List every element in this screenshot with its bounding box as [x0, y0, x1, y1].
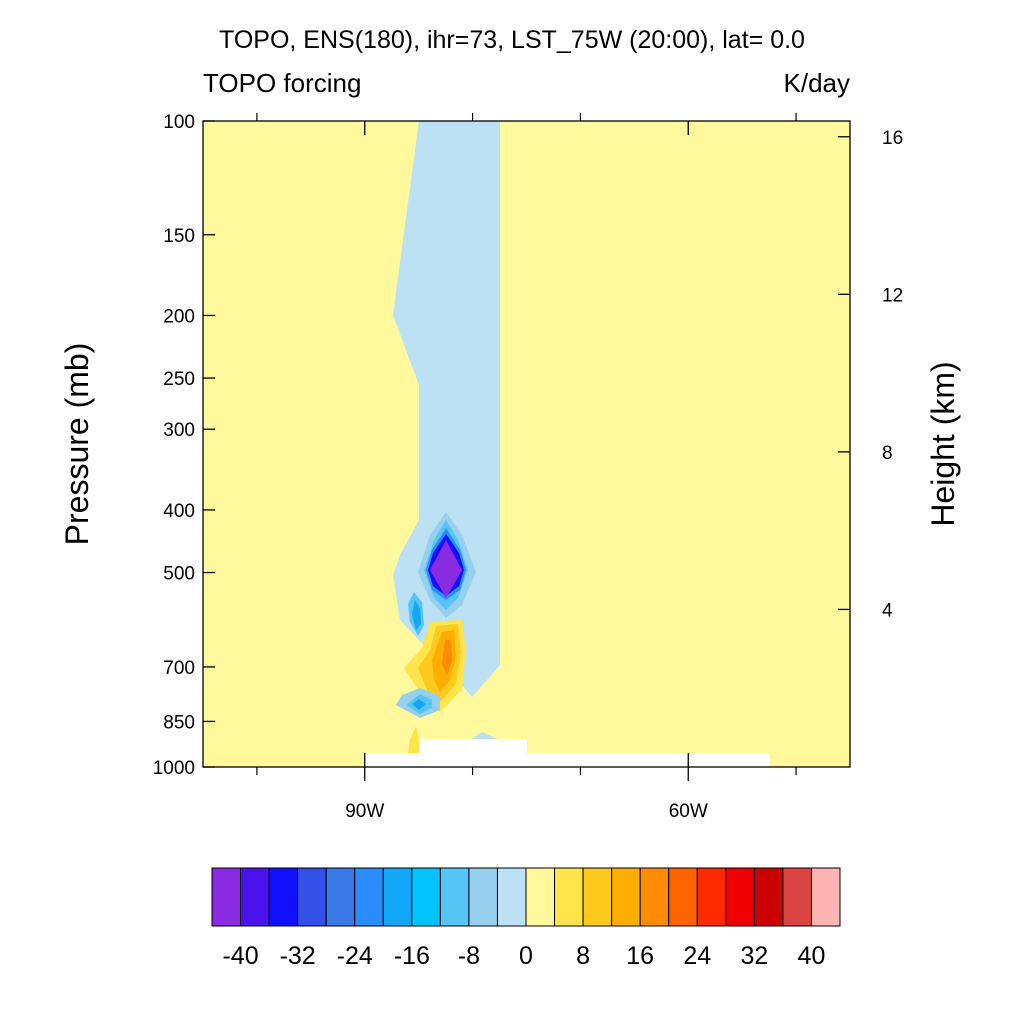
y-tick-label-850: 850 [163, 712, 195, 733]
height-tick-label-8: 8 [882, 443, 893, 464]
colorbar-swatch [496, 867, 527, 927]
colorbar-label-8: 8 [576, 942, 590, 970]
x-tick-label-60W: 60W [669, 801, 708, 822]
y-axis-label: Pressure (mb) [59, 343, 95, 546]
plot-frame [202, 120, 851, 768]
missing-topography [365, 739, 770, 767]
right-subtitle: K/day [784, 68, 851, 98]
y-tick-label-200: 200 [163, 306, 195, 327]
y-tick-label-100: 100 [163, 112, 195, 133]
colorbar-swatch [696, 867, 727, 927]
height-tick-label-4: 4 [882, 600, 893, 621]
colorbar-swatch [753, 867, 784, 927]
plot-background [203, 121, 850, 767]
colorbar: -40 -32 -24 -16 -8 0 8 16 24 32 40 [211, 867, 841, 970]
x-tick-label-90W: 90W [345, 801, 384, 822]
colorbar-label-32: 32 [740, 942, 768, 970]
colorbar-swatch [782, 867, 812, 927]
chart-title: TOPO, ENS(180), ihr=73, LST_75W (20:00),… [219, 26, 805, 54]
colorbar-label-0: 0 [519, 942, 533, 970]
colorbar-label--16: -16 [394, 942, 430, 970]
colorbar-swatch [525, 867, 556, 927]
colorbar-swatch [211, 867, 242, 927]
colorbar-swatch [668, 867, 698, 927]
y-tick-label-250: 250 [163, 369, 195, 390]
colorbar-swatch [354, 867, 384, 927]
colorbar-swatch [611, 867, 641, 927]
colorbar-swatch [297, 867, 327, 927]
colorbar-swatch [468, 867, 498, 927]
colorbar-label-16: 16 [626, 942, 654, 970]
colorbar-label--40: -40 [222, 942, 258, 970]
colorbar-swatch [639, 867, 670, 927]
contour-surface-warm [408, 726, 419, 753]
colorbar-swatch [240, 867, 270, 927]
colorbar-swatch [268, 867, 299, 927]
y-tick-label-500: 500 [163, 564, 195, 585]
colorbar-swatch [382, 867, 413, 927]
contour-small-cell-core [412, 699, 426, 710]
colorbar-swatch [582, 867, 613, 927]
contour-cold-core [430, 540, 462, 598]
y-tick-label-400: 400 [163, 501, 195, 522]
colorbar-swatch [725, 867, 755, 927]
colorbar-label--24: -24 [337, 942, 373, 970]
y-tick-label-300: 300 [163, 420, 195, 441]
colorbar-swatch [411, 867, 441, 927]
colorbar-label--32: -32 [280, 942, 316, 970]
colorbar-swatch [554, 867, 584, 927]
height-tick-label-12: 12 [882, 285, 903, 306]
colorbar-label-40: 40 [798, 942, 826, 970]
contour-negative-band [393, 121, 500, 697]
colorbar-swatch [439, 867, 470, 927]
colorbar-label--8: -8 [458, 942, 480, 970]
y-tick-label-700: 700 [163, 658, 195, 679]
plot-area [202, 120, 851, 768]
y-axis-right-label: Height (km) [925, 361, 961, 526]
contour-cold-tongue-core [412, 600, 421, 630]
colorbar-swatch [325, 867, 356, 927]
height-tick-label-16: 16 [882, 128, 903, 149]
left-subtitle: TOPO forcing [203, 68, 361, 98]
contour-warm-core [442, 640, 452, 676]
axis-ticks: 100 150 200 250 300 400 500 700 850 1000 4 8 12 16 90W… [153, 112, 903, 822]
colorbar-label-24: 24 [683, 942, 711, 970]
y-tick-label-150: 150 [163, 226, 195, 247]
y-tick-label-1000: 1000 [153, 758, 195, 779]
colorbar-swatch [810, 867, 841, 927]
